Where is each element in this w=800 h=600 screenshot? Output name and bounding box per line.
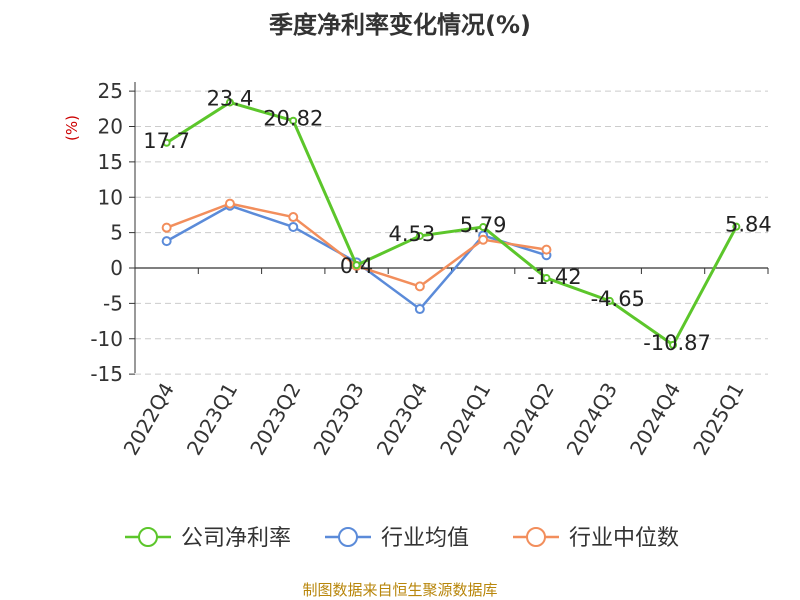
data-point [161, 236, 172, 247]
y-tick-label: 5 [110, 221, 123, 245]
y-axis-label: (%) [63, 115, 81, 141]
x-tick-label: 2024Q1 [435, 379, 495, 460]
series-layer [161, 98, 741, 349]
data-point [542, 274, 551, 283]
x-tick-label: 2023Q1 [182, 379, 242, 460]
data-point [669, 340, 678, 349]
legend-marker [526, 527, 546, 547]
legend-item[interactable]: 行业均值 [325, 526, 469, 551]
data-label: 4.53 [388, 222, 435, 246]
legend-label: 行业中位数 [569, 526, 679, 551]
data-point [288, 221, 299, 232]
x-tick-label: 2024Q4 [625, 379, 685, 460]
legend-marker [338, 527, 358, 547]
data-label: 17.7 [143, 129, 190, 153]
data-point [289, 116, 298, 125]
data-label: 0.4 [340, 254, 373, 278]
data-point [414, 304, 425, 315]
data-label: 5.84 [725, 213, 772, 237]
data-label: -4.65 [591, 287, 645, 311]
x-tick-label: 2022Q4 [119, 379, 179, 460]
data-label: 20.82 [263, 107, 323, 131]
y-tick-label: 10 [98, 185, 123, 209]
data-point [352, 261, 361, 270]
data-label: 5.79 [460, 213, 507, 237]
data-label: 23.4 [207, 86, 254, 110]
x-tick-label: 2024Q2 [498, 379, 558, 460]
x-tick-label: 2025Q1 [688, 379, 748, 460]
x-tick-label: 2023Q3 [308, 379, 368, 460]
data-point [541, 244, 552, 255]
data-point [162, 138, 171, 147]
data-point [732, 222, 741, 231]
data-point [225, 98, 234, 107]
grid-lines [135, 90, 768, 375]
series-line [165, 100, 738, 347]
y-tick-label: -10 [90, 327, 123, 351]
legend-marker [138, 527, 158, 547]
data-point [161, 222, 172, 233]
y-tick-label: -5 [103, 291, 123, 315]
chart-title: 季度净利率变化情况(%) [269, 11, 531, 39]
legend-item[interactable]: 公司净利率 [125, 526, 291, 551]
x-tick-label: 2024Q3 [562, 379, 622, 460]
y-tick-label: 25 [98, 79, 123, 103]
data-point [605, 296, 614, 305]
data-point [478, 234, 489, 245]
data-point [479, 223, 488, 232]
data-point [288, 212, 299, 223]
data-point [415, 231, 424, 240]
source-note: 制图数据来自恒生聚源数据库 [302, 581, 497, 599]
legend-item[interactable]: 行业中位数 [513, 526, 679, 551]
legend[interactable]: 公司净利率 行业均值 行业中位数 [125, 526, 679, 551]
y-tick-label: 0 [110, 256, 123, 280]
data-point [414, 281, 425, 292]
y-tick-label: 20 [98, 115, 123, 139]
data-label: -1.42 [527, 265, 581, 289]
data-labels: 17.7 23.4 20.82 0.4 4.53 5.79 -1.42 -4.65 -10.87… [143, 86, 771, 354]
y-tick-label: -15 [90, 362, 123, 386]
x-tick-label: 2023Q4 [372, 379, 432, 460]
data-point [224, 198, 235, 209]
data-label: -10.87 [643, 331, 711, 355]
legend-label: 公司净利率 [181, 526, 291, 551]
y-tick-label: 15 [98, 150, 123, 174]
legend-label: 行业均值 [381, 526, 469, 551]
x-tick-label: 2023Q2 [245, 379, 305, 460]
